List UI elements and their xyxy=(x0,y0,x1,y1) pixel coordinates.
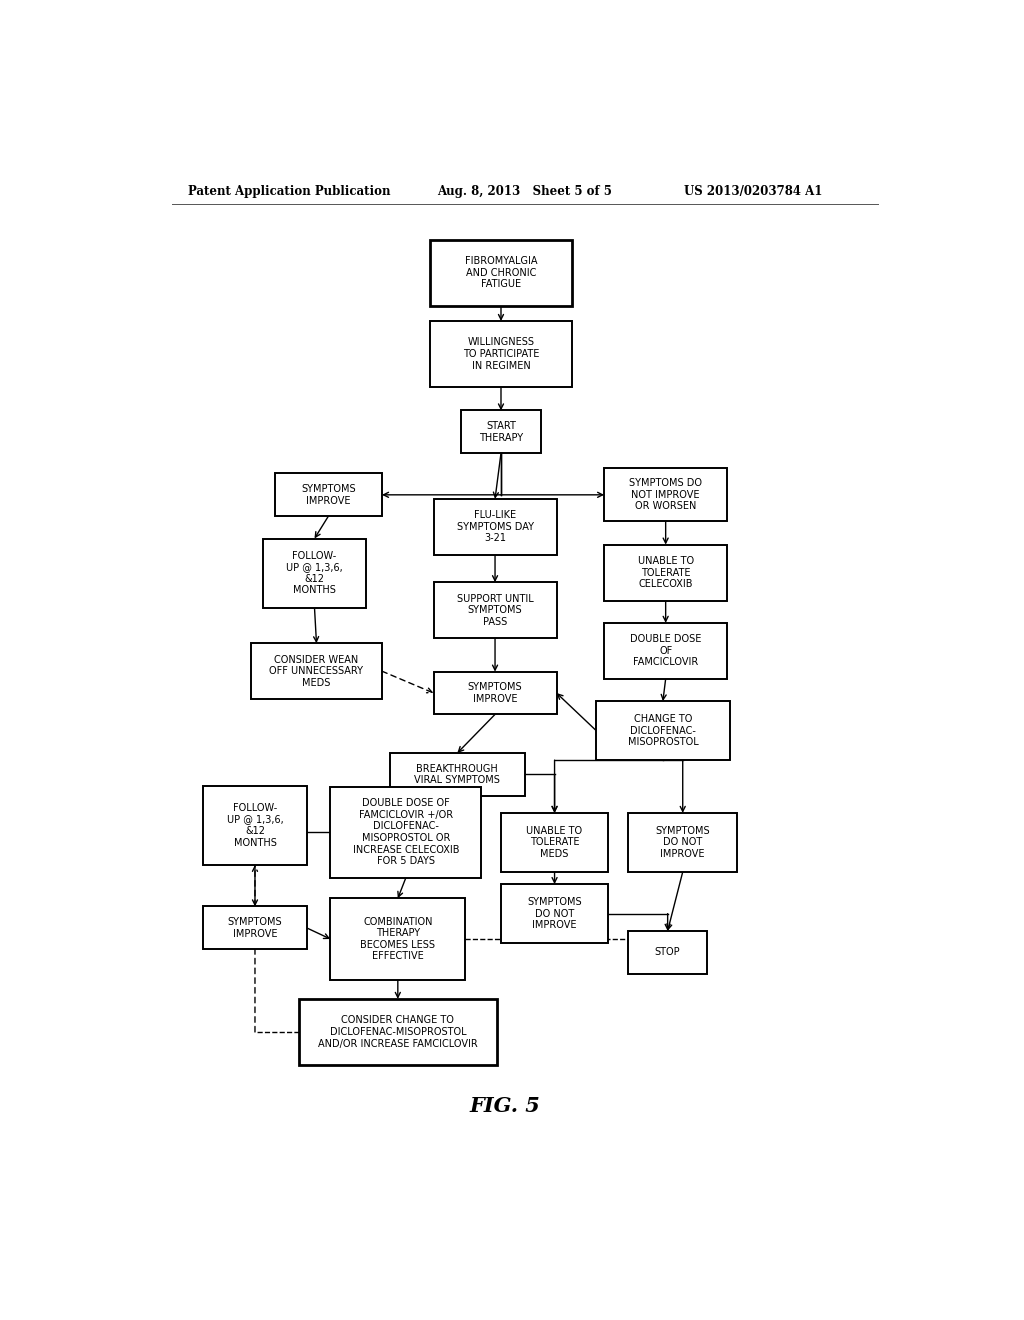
FancyBboxPatch shape xyxy=(604,623,727,678)
FancyBboxPatch shape xyxy=(501,884,608,942)
FancyBboxPatch shape xyxy=(274,474,382,516)
Text: SYMPTOMS
DO NOT
IMPROVE: SYMPTOMS DO NOT IMPROVE xyxy=(527,898,582,931)
Text: CONSIDER WEAN
OFF UNNECESSARY
MEDS: CONSIDER WEAN OFF UNNECESSARY MEDS xyxy=(269,655,364,688)
Text: WILLINGNESS
TO PARTICIPATE
IN REGIMEN: WILLINGNESS TO PARTICIPATE IN REGIMEN xyxy=(463,338,540,371)
Text: CONSIDER CHANGE TO
DICLOFENAC-MISOPROSTOL
AND/OR INCREASE FAMCICLOVIR: CONSIDER CHANGE TO DICLOFENAC-MISOPROSTO… xyxy=(317,1015,478,1048)
FancyBboxPatch shape xyxy=(430,240,572,306)
Text: CHANGE TO
DICLOFENAC-
MISOPROSTOL: CHANGE TO DICLOFENAC- MISOPROSTOL xyxy=(628,714,698,747)
Text: UNABLE TO
TOLERATE
CELECOXIB: UNABLE TO TOLERATE CELECOXIB xyxy=(638,556,693,589)
Text: SYMPTOMS DO
NOT IMPROVE
OR WORSEN: SYMPTOMS DO NOT IMPROVE OR WORSEN xyxy=(629,478,702,511)
Text: FOLLOW-
UP @ 1,3,6,
&12
MONTHS: FOLLOW- UP @ 1,3,6, &12 MONTHS xyxy=(286,550,343,595)
Text: UNABLE TO
TOLERATE
MEDS: UNABLE TO TOLERATE MEDS xyxy=(526,826,583,859)
Text: BREAKTHROUGH
VIRAL SYMPTOMS: BREAKTHROUGH VIRAL SYMPTOMS xyxy=(415,763,501,785)
FancyBboxPatch shape xyxy=(461,411,541,453)
FancyBboxPatch shape xyxy=(390,752,524,796)
FancyBboxPatch shape xyxy=(430,321,572,387)
FancyBboxPatch shape xyxy=(331,787,481,878)
FancyBboxPatch shape xyxy=(433,499,557,554)
FancyBboxPatch shape xyxy=(204,907,306,949)
Text: COMBINATION
THERAPY
BECOMES LESS
EFFECTIVE: COMBINATION THERAPY BECOMES LESS EFFECTI… xyxy=(360,916,435,961)
Text: DOUBLE DOSE OF
FAMCICLOVIR +/OR
DICLOFENAC-
MISOPROSTOL OR
INCREASE CELECOXIB
FO: DOUBLE DOSE OF FAMCICLOVIR +/OR DICLOFEN… xyxy=(352,799,459,866)
Text: Patent Application Publication: Patent Application Publication xyxy=(187,185,390,198)
FancyBboxPatch shape xyxy=(251,643,382,700)
FancyBboxPatch shape xyxy=(628,931,708,974)
FancyBboxPatch shape xyxy=(604,469,727,521)
Text: START
THERAPY: START THERAPY xyxy=(479,421,523,442)
FancyBboxPatch shape xyxy=(299,999,497,1065)
Text: Aug. 8, 2013   Sheet 5 of 5: Aug. 8, 2013 Sheet 5 of 5 xyxy=(437,185,612,198)
FancyBboxPatch shape xyxy=(204,785,306,865)
Text: FIBROMYALGIA
AND CHRONIC
FATIGUE: FIBROMYALGIA AND CHRONIC FATIGUE xyxy=(465,256,538,289)
FancyBboxPatch shape xyxy=(604,545,727,601)
FancyBboxPatch shape xyxy=(433,672,557,714)
Text: SYMPTOMS
IMPROVE: SYMPTOMS IMPROVE xyxy=(468,682,522,704)
FancyBboxPatch shape xyxy=(501,813,608,873)
Text: FLU-LIKE
SYMPTOMS DAY
3-21: FLU-LIKE SYMPTOMS DAY 3-21 xyxy=(457,511,534,544)
FancyBboxPatch shape xyxy=(331,899,465,979)
FancyBboxPatch shape xyxy=(596,701,729,760)
FancyBboxPatch shape xyxy=(433,582,557,638)
Text: SYMPTOMS
DO NOT
IMPROVE: SYMPTOMS DO NOT IMPROVE xyxy=(655,826,710,859)
FancyBboxPatch shape xyxy=(628,813,737,873)
Text: SYMPTOMS
IMPROVE: SYMPTOMS IMPROVE xyxy=(227,917,283,939)
Text: SUPPORT UNTIL
SYMPTOMS
PASS: SUPPORT UNTIL SYMPTOMS PASS xyxy=(457,594,534,627)
Text: SYMPTOMS
IMPROVE: SYMPTOMS IMPROVE xyxy=(301,484,355,506)
Text: FOLLOW-
UP @ 1,3,6,
&12
MONTHS: FOLLOW- UP @ 1,3,6, &12 MONTHS xyxy=(226,803,284,847)
FancyBboxPatch shape xyxy=(263,539,367,607)
Text: STOP: STOP xyxy=(654,948,681,957)
Text: FIG. 5: FIG. 5 xyxy=(470,1096,541,1115)
Text: US 2013/0203784 A1: US 2013/0203784 A1 xyxy=(684,185,822,198)
Text: DOUBLE DOSE
OF
FAMCICLOVIR: DOUBLE DOSE OF FAMCICLOVIR xyxy=(630,634,701,668)
